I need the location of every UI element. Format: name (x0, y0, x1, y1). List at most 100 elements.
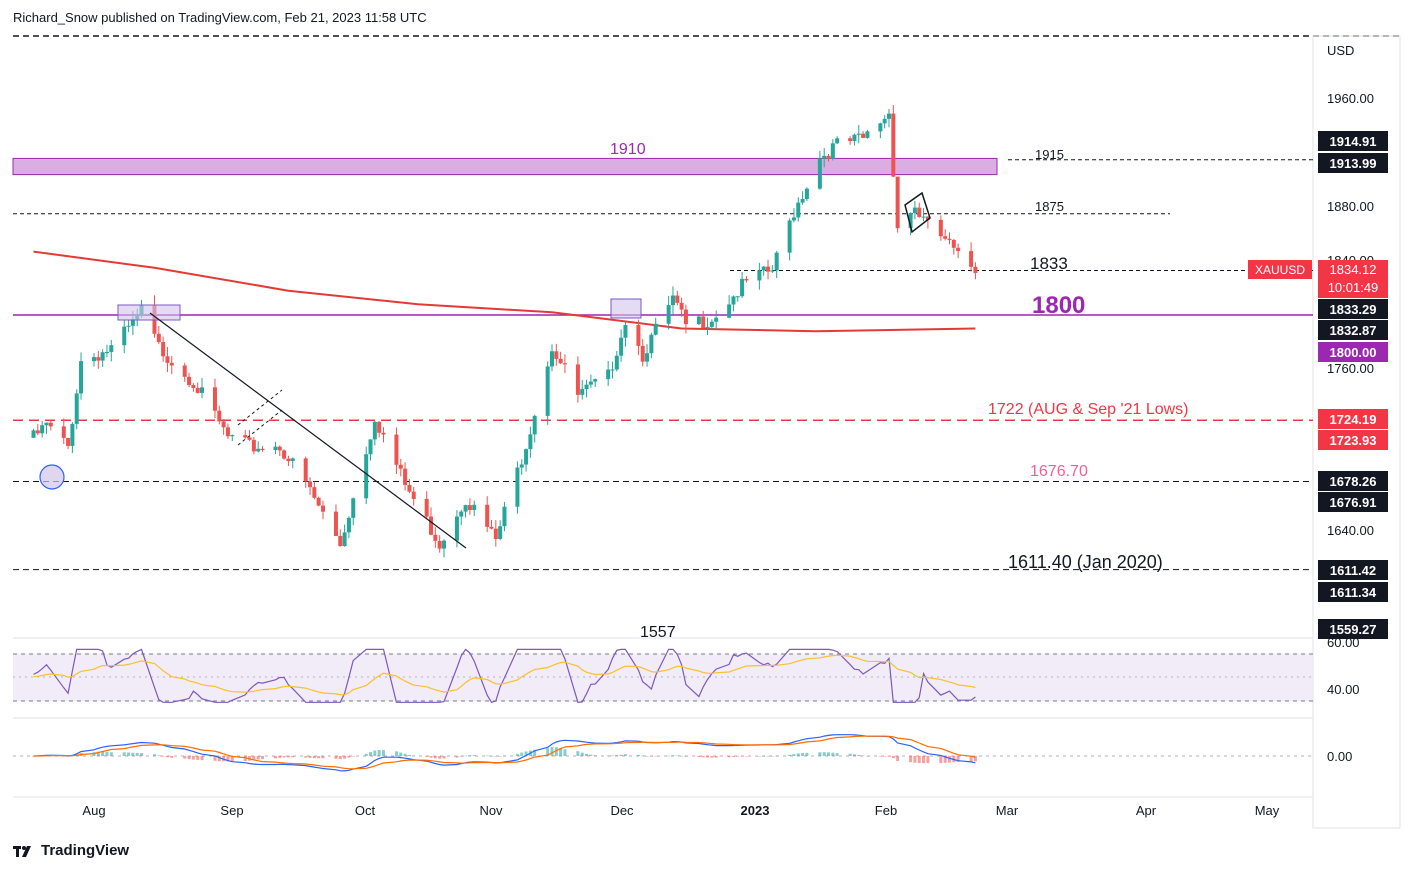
candle-body (623, 325, 628, 338)
rsi-tick-40: 40.00 (1327, 682, 1360, 697)
macd-bar (312, 756, 316, 759)
candle-body (973, 266, 978, 273)
candle-body (70, 423, 75, 446)
macd-bar (852, 754, 856, 756)
candle-body (191, 385, 196, 388)
candle-body (368, 439, 373, 455)
price-label-box (1318, 560, 1388, 580)
macd-bar (848, 753, 852, 756)
time-tick: Sep (220, 803, 243, 818)
macd-bar (127, 752, 131, 756)
macd-bar (956, 756, 960, 762)
macd-bar (278, 756, 282, 758)
last-price-box (1318, 260, 1388, 298)
macd-bar (865, 756, 869, 757)
price-label-text: 1676.91 (1330, 495, 1377, 510)
candle-body (308, 481, 313, 488)
macd-bar (364, 753, 368, 756)
candle-body (791, 217, 796, 221)
candle-body (804, 188, 809, 199)
time-tick: Feb (875, 803, 897, 818)
candle-body (312, 487, 317, 498)
candle-body (744, 278, 749, 281)
macd-bar (351, 756, 355, 757)
candle-body (649, 334, 654, 354)
candle-body (891, 113, 896, 177)
july-low-marker (39, 464, 65, 490)
macd-signal-line (33, 735, 976, 770)
price-tick: 1640.00 (1327, 523, 1374, 538)
candle-body (938, 219, 943, 237)
macd-bar (922, 756, 926, 764)
time-tick: Apr (1136, 803, 1157, 818)
candle-body (670, 295, 675, 306)
macd-bar (623, 754, 627, 756)
macd-bar (213, 756, 217, 761)
price-axis-frame (1312, 35, 1401, 829)
macd-bar (520, 752, 524, 756)
candle-body (44, 422, 49, 426)
candle-body (683, 309, 688, 325)
candle-body (433, 534, 438, 541)
candle-body (104, 351, 109, 353)
candle-body (40, 425, 45, 434)
currency-label: USD (1327, 43, 1354, 58)
macd-bar (619, 754, 623, 756)
publisher-line: Richard_Snow published on TradingView.co… (13, 10, 427, 25)
countdown-text: 10:01:49 (1328, 280, 1379, 295)
macd-bar (913, 756, 917, 763)
macd-bar (286, 756, 290, 758)
candle-body (122, 326, 127, 346)
macd-bar (105, 751, 109, 756)
candle-body (165, 356, 170, 363)
candle-body (619, 337, 624, 356)
macd-bar (438, 756, 442, 759)
macd-bar (109, 752, 113, 756)
macd-bar (801, 753, 805, 756)
macd-bar (736, 756, 740, 757)
macd-bar (857, 754, 861, 756)
macd-bar (805, 752, 809, 756)
macd-bar (135, 752, 139, 756)
macd-bar (472, 755, 476, 756)
macd-bar (191, 756, 195, 760)
macd-bar (788, 754, 792, 756)
price-label-text: 1611.42 (1330, 563, 1376, 578)
candle-body (493, 528, 498, 539)
candle-body (696, 316, 701, 325)
candle-body (454, 516, 459, 541)
macd-bar (291, 756, 295, 758)
candle-body (593, 379, 598, 382)
candle-body (761, 266, 766, 271)
price-label-text: 1914.91 (1330, 134, 1377, 149)
candle-body (580, 389, 585, 395)
price-label-text: 1559.27 (1330, 622, 1377, 637)
price-label-text: 1678.26 (1330, 474, 1377, 489)
candle-body (610, 369, 615, 371)
candle-body (48, 422, 53, 427)
macd-bar (896, 756, 900, 761)
candle-body (31, 430, 36, 438)
macd-bar (710, 756, 714, 758)
macd-bar (485, 755, 489, 757)
candle-body (377, 421, 382, 433)
macd-bar (321, 756, 325, 759)
macd-bar (403, 753, 407, 756)
macd-bar (122, 752, 126, 756)
candle-body (100, 352, 105, 361)
macd-bar (334, 756, 338, 759)
candle-body (735, 296, 740, 298)
macd-bar (282, 756, 286, 758)
candle-body (286, 458, 291, 462)
tradingview-footer[interactable]: TradingView (13, 842, 129, 859)
candle-body (956, 247, 961, 252)
price-tick: 1960.00 (1327, 91, 1374, 106)
time-tick: Nov (479, 803, 503, 818)
candle-body (878, 123, 883, 132)
price-label-text: 1724.19 (1330, 412, 1377, 427)
time-tick: Oct (355, 803, 376, 818)
candle-body (947, 238, 952, 240)
macd-bar (818, 752, 822, 756)
candle-body (705, 326, 710, 329)
